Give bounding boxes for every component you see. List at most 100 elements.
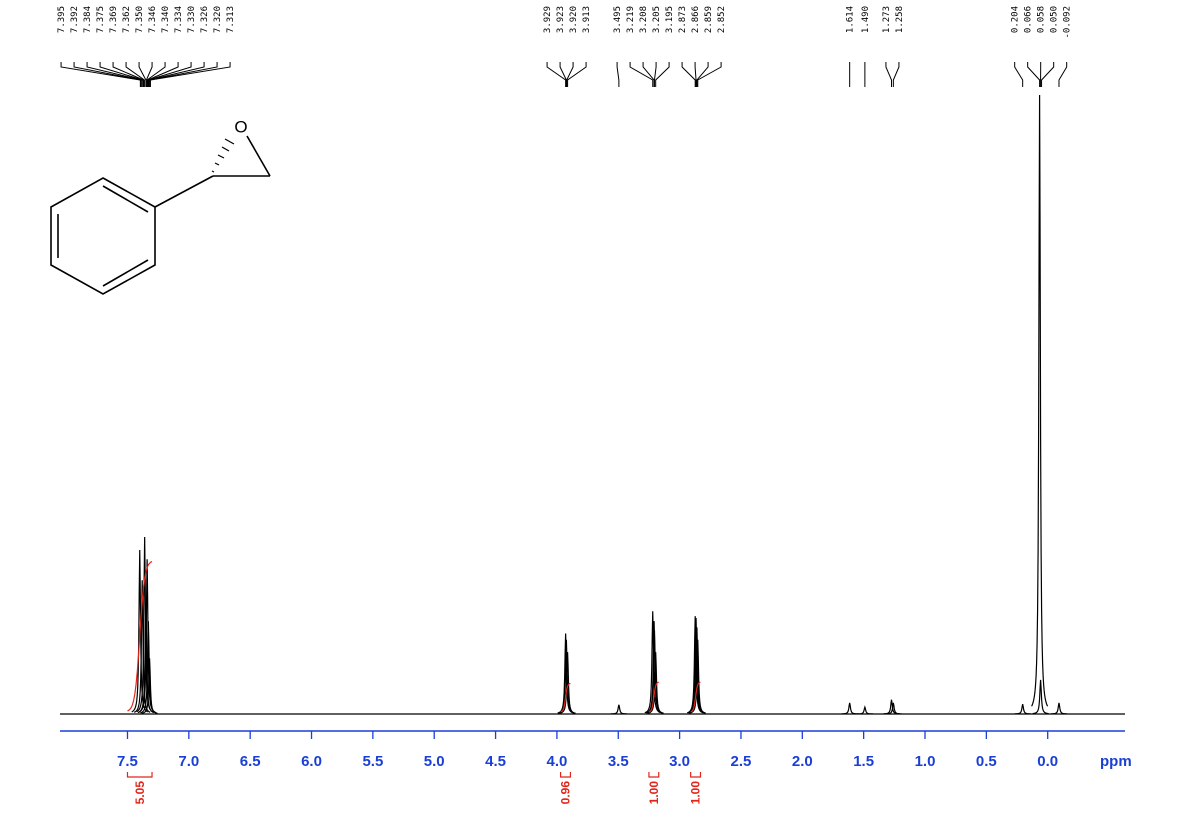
peak-label: 2.859 [704, 6, 714, 33]
x-tick-label: 3.0 [669, 753, 690, 770]
peak-connector [125, 62, 145, 87]
peak-connector [629, 62, 654, 87]
peak-label: 1.490 [861, 6, 871, 33]
peak-label: 0.058 [1037, 6, 1047, 33]
peak-connector [86, 62, 143, 87]
peak [1050, 702, 1068, 715]
peak-connector [99, 62, 144, 87]
peak-label: 3.195 [665, 6, 675, 33]
peak-connector [1027, 62, 1041, 87]
peak-label: 7.395 [57, 6, 67, 33]
peak-connector [566, 62, 574, 87]
peak-connector [1014, 62, 1024, 87]
peak-connector [112, 62, 145, 87]
integral-curve [127, 560, 153, 712]
peak-label: 2.866 [691, 6, 701, 33]
peak-label: 3.219 [626, 6, 636, 33]
x-axis-label: ppm [1100, 753, 1132, 770]
peak [856, 705, 873, 715]
peak-label: 2.873 [678, 6, 688, 33]
integral-label: 0.96 [559, 781, 573, 805]
peak-connector [694, 62, 697, 87]
molecule [50, 135, 271, 295]
peak-connector [681, 62, 696, 87]
peak-label: 3.923 [556, 6, 566, 33]
atom-label: O [234, 117, 247, 136]
peak [1031, 94, 1049, 707]
peak-connector [616, 62, 620, 87]
peak-label: 7.313 [226, 6, 236, 33]
peak-label: 3.208 [639, 6, 649, 33]
peak-label: 2.852 [717, 6, 727, 33]
peak-label: 7.334 [174, 6, 184, 33]
peak [610, 704, 627, 715]
x-tick-label: 3.5 [608, 753, 629, 770]
peak-label: 7.375 [96, 6, 106, 33]
integral-label: 1.00 [689, 781, 703, 805]
double-bond [102, 259, 149, 287]
x-tick-label: 4.0 [546, 753, 567, 770]
peak-connector [148, 62, 205, 87]
x-tick-label: 1.5 [853, 753, 874, 770]
benzene-ring [50, 177, 156, 295]
peak [141, 658, 158, 714]
x-tick-label: 0.0 [1037, 753, 1058, 770]
peak-label: 7.320 [213, 6, 223, 33]
peak-connector [146, 62, 166, 87]
peak-label: 7.392 [70, 6, 80, 33]
peak [647, 652, 664, 714]
integral-curve [560, 682, 571, 713]
peak-connector [567, 62, 587, 87]
x-tick-label: 5.0 [424, 753, 445, 770]
peak-label: 3.929 [543, 6, 553, 33]
peak-label: 3.920 [569, 6, 579, 33]
peak [644, 611, 661, 714]
integral-bracket [126, 772, 153, 778]
x-tick-label: 1.0 [915, 753, 936, 770]
peak [689, 639, 706, 714]
peak-connector [892, 62, 900, 87]
peak-connector [546, 62, 567, 87]
peak-label: 7.369 [109, 6, 119, 33]
bond [154, 175, 214, 208]
bond [246, 135, 271, 177]
hashed-wedge [211, 138, 235, 173]
peak-connector [145, 62, 153, 87]
x-tick-label: 5.5 [362, 753, 383, 770]
integral-bracket [690, 772, 702, 778]
peak-label: 7.384 [83, 6, 93, 33]
x-tick-label: 6.0 [301, 753, 322, 770]
peak-label: 1.614 [846, 6, 856, 33]
integral-label: 5.05 [133, 781, 147, 805]
peak-label: -0.092 [1063, 6, 1073, 39]
peak-label: 0.066 [1024, 6, 1034, 33]
x-tick-label: 2.5 [731, 753, 752, 770]
peak-label: 0.204 [1011, 6, 1021, 33]
peak [1014, 703, 1031, 715]
integral-bracket [559, 772, 572, 778]
peak [131, 549, 149, 713]
peak-connector [149, 62, 231, 87]
x-tick-label: 6.5 [240, 753, 261, 770]
x-tick-label: 2.0 [792, 753, 813, 770]
peak-connector [1041, 62, 1055, 87]
peak [841, 702, 858, 715]
peak-label: 3.913 [582, 6, 592, 33]
peak-connector [60, 62, 141, 87]
peak-label: 7.326 [200, 6, 210, 33]
peak-connector [149, 62, 218, 87]
peak-connector [1058, 62, 1068, 87]
peak [133, 580, 151, 713]
x-tick-label: 4.5 [485, 753, 506, 770]
x-tick-label: 7.5 [117, 753, 138, 770]
x-tick-label: 0.5 [976, 753, 997, 770]
peak-connector [655, 62, 670, 87]
peak-label: 7.330 [187, 6, 197, 33]
integral-curve [690, 681, 701, 713]
integral-curve [648, 681, 659, 713]
peak [1032, 679, 1049, 715]
peak-label: 7.346 [148, 6, 158, 33]
peak-label: 7.350 [135, 6, 145, 33]
peak-connector [885, 62, 893, 87]
